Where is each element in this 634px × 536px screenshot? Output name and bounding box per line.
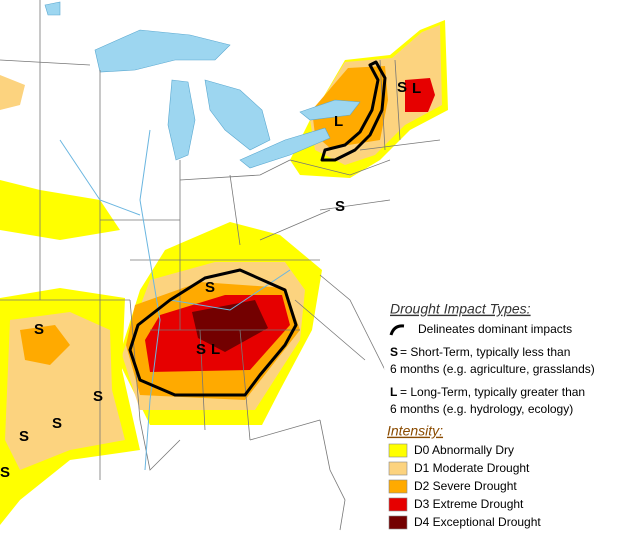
delineates-text: Delineates dominant impacts: [418, 322, 572, 336]
legend-swatch: [388, 497, 408, 512]
state-borders: [0, 0, 441, 531]
map-label: L: [211, 341, 220, 358]
drought-areas: [0, 20, 448, 525]
long-text: 6 months (e.g. hydrology, ecology): [390, 402, 573, 416]
intensity-title: Intensity:: [387, 423, 443, 439]
map-label: S: [34, 321, 44, 338]
legend-swatch: [388, 443, 408, 458]
map-labels: S L L S S S S L S S S S: [0, 79, 421, 481]
map-label: S: [93, 388, 103, 405]
legend-label: D1 Moderate Drought: [414, 461, 530, 475]
legend-label: D3 Extreme Drought: [414, 497, 524, 511]
map-label: L: [334, 113, 343, 130]
legend-swatch: [388, 479, 408, 494]
long-text: = Long-Term, typically greater than: [400, 385, 585, 399]
map-label: S: [397, 79, 407, 96]
legend-label: D0 Abnormally Dry: [414, 443, 514, 457]
map-label: S: [196, 341, 206, 358]
short-letter: S: [390, 345, 398, 359]
impact-title: Drought Impact Types:: [390, 301, 531, 317]
legend: Drought Impact Types: Delineates dominan…: [384, 296, 634, 536]
map-label: S: [205, 279, 215, 296]
lakes: [44, 1, 361, 169]
legend-swatch: [388, 515, 408, 530]
legend-swatch: [388, 461, 408, 476]
map-label: S: [19, 428, 29, 445]
long-letter: L: [390, 385, 397, 399]
legend-label: D4 Exceptional Drought: [414, 515, 541, 529]
legend-background: [384, 296, 634, 536]
short-text: 6 months (e.g. agriculture, grasslands): [390, 362, 595, 376]
map-label: L: [412, 80, 421, 97]
impact-lines: [128, 60, 387, 397]
map-label: S: [0, 464, 10, 481]
impact-line-icon: [389, 324, 405, 336]
map-label: S: [52, 415, 62, 432]
map-label: S: [335, 198, 345, 215]
short-text: = Short-Term, typically less than: [400, 345, 570, 359]
legend-label: D2 Severe Drought: [414, 479, 517, 493]
